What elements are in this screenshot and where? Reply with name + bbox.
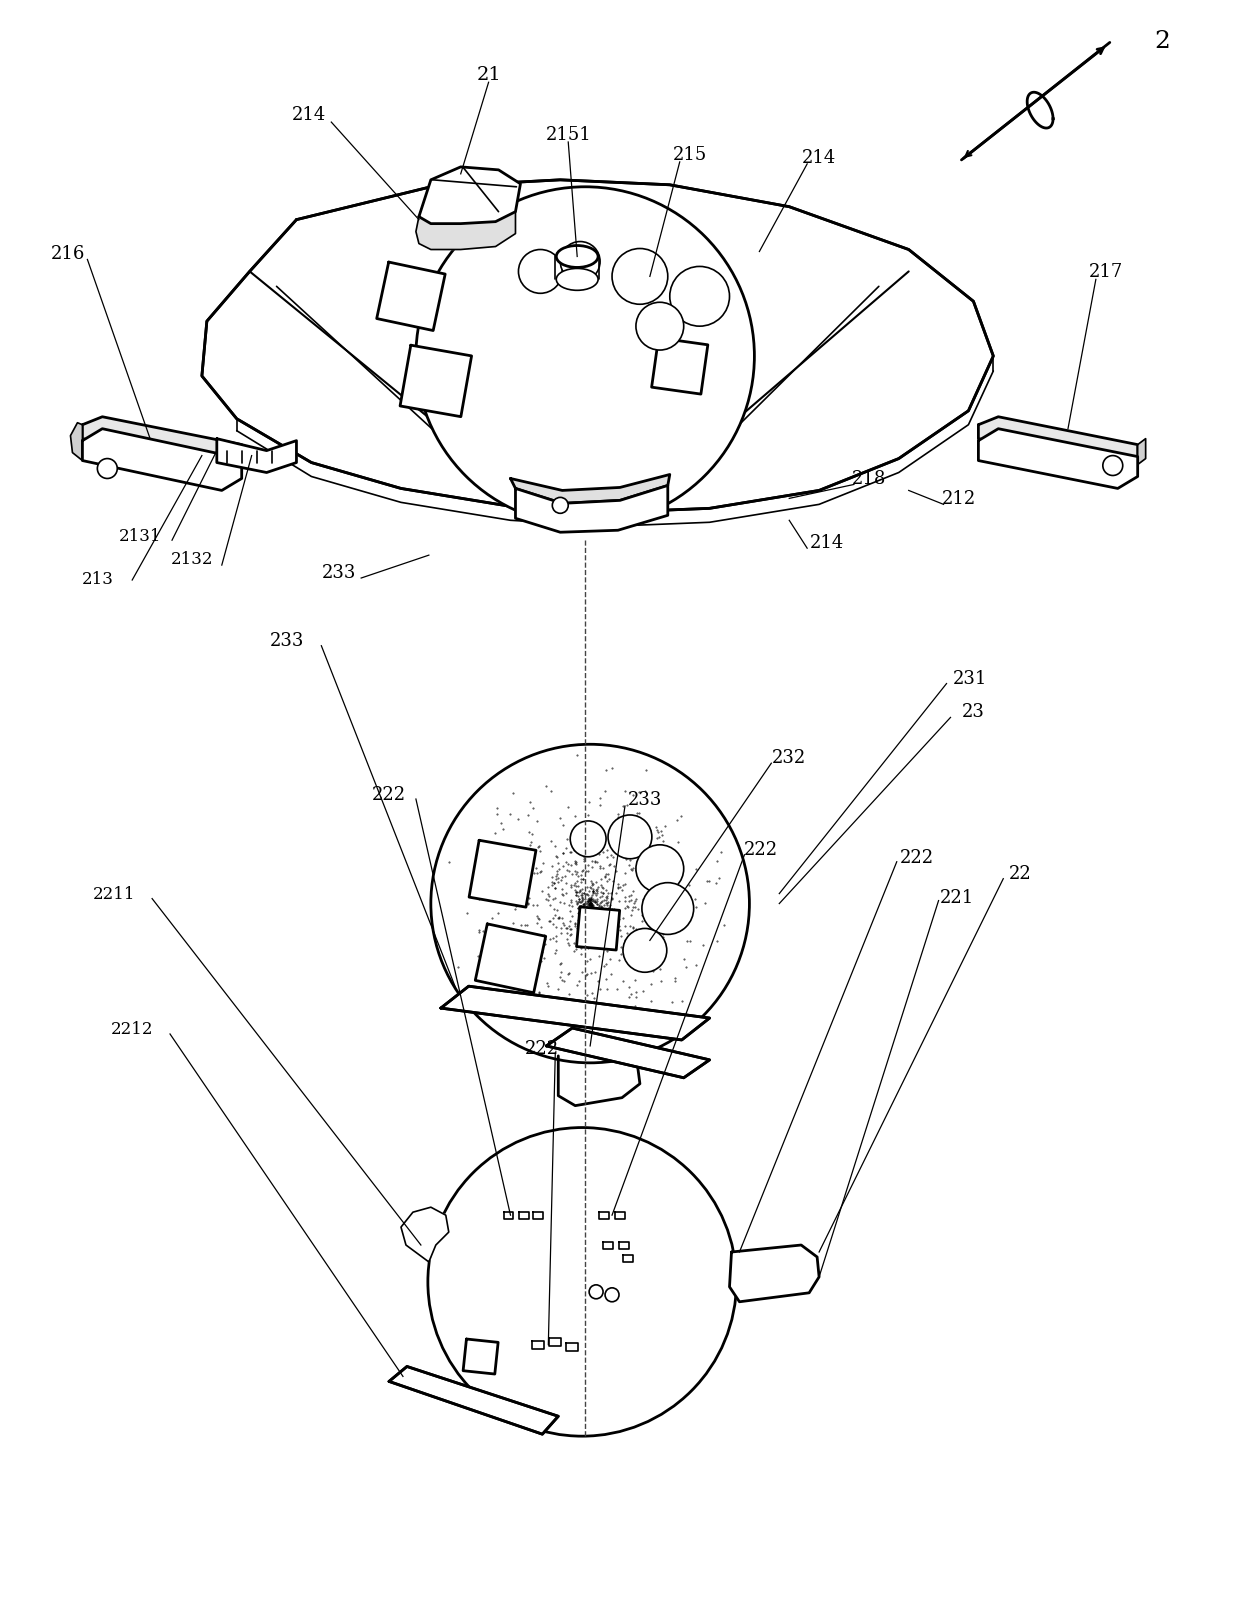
Text: 2212: 2212 bbox=[110, 1020, 154, 1036]
Polygon shape bbox=[415, 213, 516, 250]
Polygon shape bbox=[1137, 439, 1146, 465]
Polygon shape bbox=[532, 1341, 544, 1349]
Circle shape bbox=[636, 303, 683, 350]
Polygon shape bbox=[503, 1212, 513, 1219]
Polygon shape bbox=[652, 339, 708, 395]
Text: 218: 218 bbox=[852, 470, 887, 487]
Text: 214: 214 bbox=[802, 148, 836, 166]
Text: 214: 214 bbox=[293, 107, 326, 124]
Text: 215: 215 bbox=[672, 145, 707, 165]
Polygon shape bbox=[82, 418, 242, 466]
Text: 216: 216 bbox=[51, 245, 84, 263]
Text: 22: 22 bbox=[1009, 863, 1032, 883]
Circle shape bbox=[560, 242, 600, 282]
Polygon shape bbox=[217, 439, 296, 473]
Text: 231: 231 bbox=[954, 670, 987, 688]
Polygon shape bbox=[202, 181, 993, 513]
Polygon shape bbox=[401, 1207, 449, 1262]
Circle shape bbox=[552, 499, 568, 513]
Circle shape bbox=[642, 883, 693, 935]
Polygon shape bbox=[475, 925, 546, 993]
Text: 2132: 2132 bbox=[171, 550, 213, 567]
Polygon shape bbox=[567, 1343, 578, 1351]
Circle shape bbox=[670, 268, 729, 328]
Text: 222: 222 bbox=[899, 849, 934, 867]
Text: 2211: 2211 bbox=[93, 886, 135, 902]
Text: 2151: 2151 bbox=[546, 126, 591, 144]
Polygon shape bbox=[549, 1338, 562, 1346]
Text: 214: 214 bbox=[810, 534, 844, 552]
Circle shape bbox=[589, 1285, 603, 1299]
Polygon shape bbox=[603, 1241, 613, 1249]
Polygon shape bbox=[520, 1212, 529, 1219]
Text: 212: 212 bbox=[941, 491, 976, 508]
Circle shape bbox=[415, 187, 754, 526]
Text: 232: 232 bbox=[773, 749, 806, 767]
Polygon shape bbox=[619, 1241, 629, 1249]
Text: 213: 213 bbox=[82, 570, 113, 587]
Polygon shape bbox=[419, 168, 521, 224]
Circle shape bbox=[613, 249, 668, 305]
Text: 222: 222 bbox=[744, 841, 779, 859]
Polygon shape bbox=[547, 1028, 709, 1078]
Text: 233: 233 bbox=[322, 563, 356, 581]
Ellipse shape bbox=[557, 270, 598, 291]
Circle shape bbox=[608, 815, 652, 859]
Circle shape bbox=[98, 460, 118, 479]
Text: 21: 21 bbox=[476, 66, 501, 84]
Text: 2: 2 bbox=[1154, 31, 1171, 53]
Circle shape bbox=[622, 930, 667, 973]
Polygon shape bbox=[577, 907, 620, 951]
Polygon shape bbox=[401, 345, 471, 418]
Text: 217: 217 bbox=[1089, 263, 1123, 281]
Polygon shape bbox=[389, 1367, 558, 1435]
Text: 2131: 2131 bbox=[119, 528, 161, 544]
Polygon shape bbox=[82, 429, 242, 491]
Polygon shape bbox=[978, 418, 1137, 465]
Text: 23: 23 bbox=[962, 704, 985, 721]
Text: 233: 233 bbox=[269, 631, 304, 649]
Circle shape bbox=[428, 1128, 737, 1436]
Circle shape bbox=[518, 250, 562, 294]
Polygon shape bbox=[511, 475, 670, 504]
Polygon shape bbox=[978, 429, 1137, 489]
Polygon shape bbox=[469, 841, 536, 907]
Polygon shape bbox=[599, 1212, 609, 1219]
Ellipse shape bbox=[557, 247, 598, 268]
Circle shape bbox=[636, 846, 683, 893]
Polygon shape bbox=[533, 1212, 543, 1219]
Circle shape bbox=[1102, 457, 1122, 476]
Polygon shape bbox=[615, 1212, 625, 1219]
Text: 222: 222 bbox=[526, 1039, 559, 1057]
Polygon shape bbox=[440, 986, 709, 1041]
Text: 222: 222 bbox=[372, 786, 407, 804]
Circle shape bbox=[605, 1288, 619, 1302]
Text: 221: 221 bbox=[940, 888, 973, 905]
Polygon shape bbox=[377, 263, 445, 331]
Polygon shape bbox=[622, 1256, 632, 1262]
Polygon shape bbox=[558, 1046, 640, 1106]
Circle shape bbox=[570, 822, 606, 857]
Polygon shape bbox=[516, 486, 668, 533]
Polygon shape bbox=[463, 1340, 498, 1374]
Polygon shape bbox=[729, 1246, 820, 1302]
Polygon shape bbox=[71, 423, 82, 462]
Text: 233: 233 bbox=[627, 791, 662, 809]
